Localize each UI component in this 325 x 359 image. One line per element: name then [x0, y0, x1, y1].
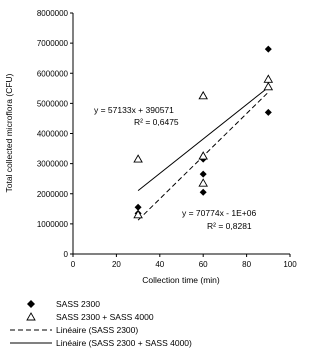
y-tick-label: 5000000: [37, 99, 69, 108]
y-tick-label: 3000000: [37, 160, 69, 169]
point-sass2300-4000: [198, 151, 208, 160]
legend-triangle-marker: [26, 312, 36, 321]
x-tick-label: 100: [283, 260, 297, 269]
point-sass2300-4000: [198, 178, 208, 187]
x-axis-label: Collection time (min): [142, 275, 220, 285]
legend-item-sass2300-4000: SASS 2300 + SASS 4000: [26, 312, 154, 322]
point-sass2300-4000: [133, 154, 143, 163]
y-tick-label: 2000000: [37, 190, 69, 199]
x-tick-label: 20: [112, 260, 121, 269]
y-tick-label: 0: [64, 250, 69, 259]
point-sass2300: [199, 188, 207, 196]
point-sass2300-4000: [263, 81, 274, 91]
axes: [70, 12, 291, 257]
point-sass2300: [134, 203, 142, 211]
legend: SASS 2300 SASS 2300 + SASS 4000 Linéaire…: [10, 299, 192, 348]
legend-item-linear-combined: Linéaire (SASS 2300 + SASS 4000): [10, 338, 192, 348]
y-tick-label: 6000000: [37, 69, 69, 78]
legend-item-linear-sass2300: Linéaire (SASS 2300): [10, 325, 138, 335]
legend-item-sass2300: SASS 2300: [27, 299, 100, 309]
point-sass2300-4000: [133, 209, 143, 219]
trendline-combined: [137, 86, 269, 191]
y-tick-label: 8000000: [37, 9, 69, 18]
point-sass2300: [264, 108, 272, 116]
legend-diamond-marker: [27, 300, 35, 308]
legend-label-linear-sass2300: Linéaire (SASS 2300): [56, 325, 138, 335]
point-sass2300-4000: [263, 74, 274, 83]
x-tick-label: 60: [199, 260, 208, 269]
x-tick-label: 40: [155, 260, 164, 269]
x-tick-label: 0: [71, 260, 76, 269]
trend-equation-combined: y = 57133x + 390571: [94, 105, 174, 115]
trend-r2-sass2300: R² = 0,8281: [207, 221, 252, 231]
tick-labels: 0 1000000 2000000 3000000 4000000 5000000 6000…: [37, 9, 297, 269]
legend-label-sass2300: SASS 2300: [56, 299, 100, 309]
legend-label-linear-combined: Linéaire (SASS 2300 + SASS 4000): [56, 338, 192, 348]
trend-equation-sass2300: y = 70774x - 1E+06: [182, 208, 256, 218]
point-sass2300: [199, 170, 207, 178]
y-tick-label: 4000000: [37, 130, 69, 139]
y-tick-label: 1000000: [37, 220, 69, 229]
y-axis-label: Total collected microflora (CFU): [4, 73, 14, 192]
legend-label-sass2300-4000: SASS 2300 + SASS 4000: [56, 312, 154, 322]
data-points: [133, 45, 274, 219]
x-tick-label: 80: [242, 260, 251, 269]
y-tick-label: 7000000: [37, 39, 69, 48]
point-sass2300: [264, 45, 272, 53]
point-sass2300-4000: [198, 90, 208, 100]
trend-r2-combined: R² = 0,6475: [134, 117, 179, 127]
